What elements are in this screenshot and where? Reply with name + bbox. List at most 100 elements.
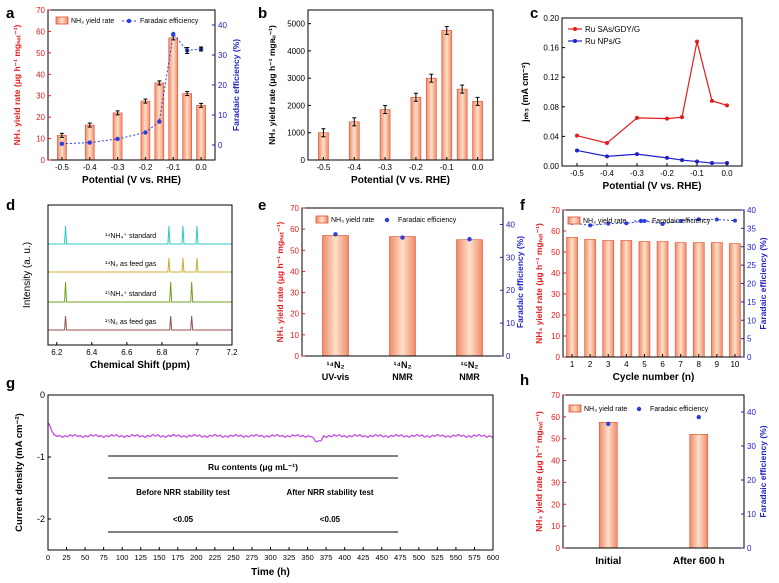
x-axis-label: Potential (V vs. RHE)	[603, 181, 702, 192]
panel-g: g 0 -1 -2 0 25 50 75 100 125 150 175 200 225 250 275 300…	[6, 375, 499, 578]
y2-tick-label: 40	[747, 206, 756, 215]
category-label: UV-vis	[322, 372, 350, 382]
x-tick-label: 600	[487, 553, 500, 562]
panel-e: e ¹⁴N₂ UV-vis ¹⁴N₂ NMR ¹⁵N₂ NMR 0 10 20 30 40 50 60 70…	[258, 197, 525, 382]
x-tick-label: -0.2	[409, 163, 423, 172]
bar-nh3-yield	[389, 236, 416, 357]
series-point	[575, 133, 579, 138]
y-tick-label: 70	[551, 206, 560, 215]
category-label: ¹⁴N₂	[327, 360, 345, 370]
bar-nh3-yield	[692, 242, 705, 358]
trace-label: ¹⁴NH₄⁺ standard	[105, 233, 156, 240]
y2-tick-label: 0	[747, 544, 752, 553]
y-tick-label: 20	[290, 310, 299, 319]
bar-nh3-yield-ru	[410, 96, 422, 161]
x-tick-label: -0.1	[166, 163, 180, 172]
series-point	[725, 103, 729, 108]
x-tick-label: 7	[195, 348, 200, 357]
x-tick-label: 325	[283, 553, 296, 562]
table-value: <0.05	[320, 515, 341, 524]
y-tick-label: 2000	[287, 101, 305, 110]
plot-frame	[47, 204, 233, 346]
y2-tick-label: 20	[747, 280, 756, 289]
legend-fe-label: Faradaic efficiency	[652, 218, 711, 225]
series-point	[635, 152, 639, 157]
y2-tick-label: 30	[747, 442, 756, 451]
y-tick-label: 60	[36, 27, 45, 36]
plot-frame	[47, 394, 494, 551]
y2-axis-label: Faradaic efficiency (%)	[515, 236, 525, 328]
y2-tick-label: 0	[218, 141, 223, 150]
x-tick-label: 0.0	[472, 163, 484, 172]
bar-nh3-yield-ru	[348, 121, 360, 161]
legend-nh3-swatch	[55, 16, 69, 25]
bar-nh3-yield-ru	[379, 109, 391, 161]
table-title: Ru contents (μg mL⁻¹)	[208, 462, 298, 472]
y2-tick-label: 35	[747, 224, 756, 233]
series-point	[710, 161, 714, 166]
y-axis-label: NH₃ yield rate (μg h⁻¹ mgₙₐₜ⁻¹)	[12, 24, 22, 145]
panel-letter-b: b	[258, 5, 267, 22]
legend-nh3-label: NH₃ yield rate	[584, 406, 627, 413]
legend-nh3-label: NH₃ yield rate	[331, 217, 374, 224]
y-tick-label: 4000	[287, 47, 305, 56]
y-tick-label: 0.00	[543, 162, 559, 171]
category-label: Initial	[595, 556, 621, 567]
x-tick-label: 2	[588, 360, 593, 369]
legend-fe-label: Faradaic efficiency	[140, 18, 199, 25]
bar-nh3-yield	[674, 242, 687, 358]
x-tick-label: 450	[375, 553, 388, 562]
y-tick-label: -2	[37, 514, 45, 524]
series-point	[665, 155, 669, 160]
y2-tick-label: 40	[506, 220, 515, 229]
fe-line	[571, 218, 735, 226]
panel-letter-d: d	[6, 197, 15, 214]
x-axis-label: Potential (V vs. RHE)	[82, 175, 181, 186]
bar-nh3-yield	[620, 240, 633, 358]
x-tick-label: 6.4	[86, 348, 98, 357]
bar-nh3-yield-ru	[426, 77, 437, 161]
fe-line	[61, 32, 202, 145]
y2-tick-label: 20	[747, 476, 756, 485]
fe-point	[171, 31, 176, 37]
bar-nh3-yield-ru	[456, 88, 468, 161]
fe-point	[678, 219, 683, 224]
y2-tick-label: 25	[747, 261, 756, 270]
current-trace	[47, 422, 494, 443]
y-tick-label: 0.20	[543, 14, 559, 23]
y-tick-label: 0.12	[543, 73, 559, 82]
bar-nh3-yield	[689, 434, 709, 549]
panel-a: a 0 10 20 30 40 50 60 70 0 10 20 30 40 -0.5 -0.4 -0.3 -0.…	[6, 5, 241, 186]
y-tick-label: 30	[290, 289, 299, 298]
y-axis-label: Intensity (a. u.)	[22, 242, 33, 308]
y-tick-label: 30	[551, 290, 560, 299]
category-label: ¹⁴N₂	[394, 360, 412, 370]
legend-fe-label: Faradaic efficiency	[650, 406, 709, 413]
x-tick-label: 250	[227, 553, 240, 562]
x-tick-label: 6.2	[51, 348, 63, 357]
fe-point	[606, 421, 611, 427]
x-tick-label: -0.4	[83, 163, 97, 172]
x-tick-label: 0	[46, 553, 50, 562]
series-point	[710, 98, 714, 103]
x-tick-label: -0.3	[378, 163, 392, 172]
series-point	[695, 39, 699, 44]
y-axis-label: NH₃ yield rate (μg h⁻¹ mgₙₐₜ⁻¹)	[534, 411, 544, 532]
series-point	[695, 159, 699, 164]
series-point	[665, 116, 669, 121]
fe-point	[157, 119, 162, 124]
legend-label: Ru NPs/G	[585, 37, 621, 46]
legend-fe-dot	[638, 218, 644, 224]
legend-nh3-label: NH₃ yield rate	[583, 218, 626, 225]
x-tick-label: 6	[660, 360, 665, 369]
category-label: ¹⁵N₂	[461, 360, 479, 370]
fe-point	[467, 237, 472, 242]
panel-letter-e: e	[258, 197, 266, 214]
x-tick-label: 150	[153, 553, 166, 562]
x-axis-label: Potential (V vs. RHE)	[351, 175, 450, 186]
legend-nh3-swatch	[568, 404, 582, 413]
y2-tick-label: 30	[506, 253, 515, 262]
y2-tick-label: 10	[747, 316, 756, 325]
y-tick-label: -1	[37, 452, 45, 462]
